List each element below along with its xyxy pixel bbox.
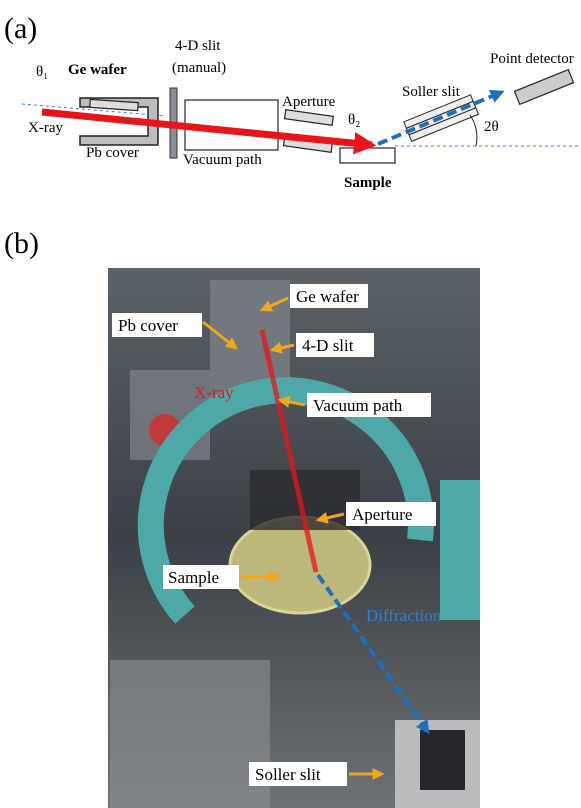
label: Aperture bbox=[352, 505, 412, 524]
label: Vacuum path bbox=[313, 396, 403, 415]
page: (a) θ₁ Ge wafer 4-D slit (manual) bbox=[0, 0, 581, 808]
label: X-ray bbox=[28, 120, 63, 136]
panel-a: (a) θ₁ Ge wafer 4-D slit (manual) bbox=[4, 12, 578, 191]
label: Soller slit bbox=[402, 84, 461, 100]
label: Soller slit bbox=[255, 765, 321, 784]
label: Diffraction bbox=[366, 606, 442, 625]
goniometer-ring bbox=[440, 480, 480, 620]
sample bbox=[340, 148, 395, 163]
label: Pb cover bbox=[118, 316, 178, 335]
label: 4-D slit bbox=[302, 336, 354, 355]
label: X-ray bbox=[194, 383, 234, 402]
table bbox=[110, 660, 270, 808]
label: Point detector bbox=[490, 51, 574, 67]
label: Aperture bbox=[282, 94, 336, 110]
label: Ge wafer bbox=[68, 62, 127, 78]
label: Ge wafer bbox=[296, 287, 359, 306]
point-detector bbox=[514, 70, 573, 105]
sample-stage bbox=[230, 517, 370, 613]
label: (manual) bbox=[172, 60, 226, 76]
figure: (a) θ₁ Ge wafer 4-D slit (manual) bbox=[0, 0, 581, 808]
label: Vacuum path bbox=[183, 152, 262, 168]
angle-arc bbox=[470, 115, 477, 146]
label: Sample bbox=[344, 175, 392, 191]
panel-b: (b) Ge wafer Pb cover 4-D sl bbox=[4, 227, 480, 808]
label: Sample bbox=[168, 568, 219, 587]
aperture bbox=[285, 110, 334, 126]
panel-label: (b) bbox=[4, 227, 39, 260]
panel-label: (a) bbox=[4, 12, 37, 45]
label: Pb cover bbox=[86, 145, 139, 161]
label: θ₂ bbox=[348, 112, 360, 128]
label: 4-D slit bbox=[175, 38, 221, 54]
label: 2θ bbox=[484, 119, 499, 135]
label: θ₁ bbox=[36, 64, 48, 80]
soller-block bbox=[420, 730, 465, 790]
